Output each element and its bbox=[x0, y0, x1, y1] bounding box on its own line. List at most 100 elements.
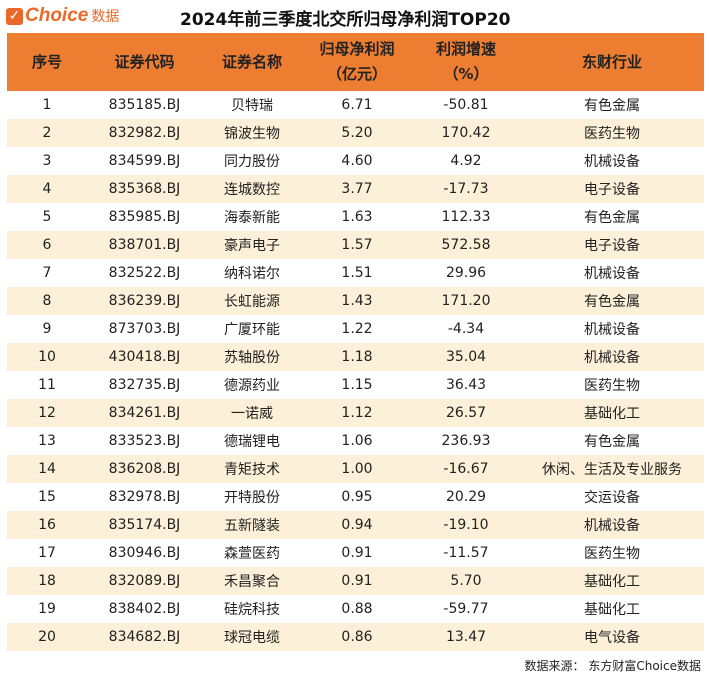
table-row: 10 430418.BJ 苏轴股份 1.18 35.04 机械设备 bbox=[7, 343, 704, 371]
cell-code: 834682.BJ bbox=[87, 623, 202, 651]
table-row: 8 836239.BJ 长虹能源 1.43 171.20 有色金属 bbox=[7, 287, 704, 315]
cell-growth: 29.96 bbox=[445, 265, 487, 281]
cell-name: 五新隧装 bbox=[202, 511, 302, 539]
cell-profit: 0.94 bbox=[302, 511, 412, 539]
cell-profit: 4.60 bbox=[341, 153, 373, 169]
cell-profit: 1.22 bbox=[341, 321, 373, 337]
table-row: 5 835985.BJ 海泰新能 1.63 112.33 有色金属 bbox=[7, 203, 704, 231]
cell-industry: 医药生物 bbox=[584, 546, 640, 562]
cell-index: 18 bbox=[7, 567, 87, 595]
cell-code: 834261.BJ bbox=[87, 399, 202, 427]
header-profit: 归母净利润 （亿元） bbox=[302, 33, 412, 91]
cell-name: 纳科诺尔 bbox=[224, 266, 280, 282]
cell-industry: 电子设备 bbox=[520, 175, 704, 203]
cell-profit: 0.91 bbox=[302, 567, 412, 595]
cell-index: 6 bbox=[7, 231, 87, 259]
table-row: 14 836208.BJ 青矩技术 1.00 -16.67 休闲、生活及专业服务 bbox=[7, 455, 704, 483]
cell-industry: 有色金属 bbox=[584, 434, 640, 450]
cell-growth: 35.04 bbox=[412, 343, 520, 371]
cell-profit: 0.95 bbox=[341, 489, 373, 505]
page-title: 2024年前三季度北交所归母净利润TOP20 bbox=[180, 10, 511, 30]
cell-index: 3 bbox=[42, 153, 52, 169]
cell-code: 832089.BJ bbox=[87, 567, 202, 595]
cell-growth: 36.43 bbox=[445, 377, 487, 393]
table-row: 18 832089.BJ 禾昌聚合 0.91 5.70 基础化工 bbox=[7, 567, 704, 595]
table-row: 9 873703.BJ 广厦环能 1.22 -4.34 机械设备 bbox=[7, 315, 704, 343]
cell-profit: 5.20 bbox=[302, 119, 412, 147]
cell-industry: 休闲、生活及专业服务 bbox=[520, 455, 704, 483]
cell-industry: 有色金属 bbox=[584, 210, 640, 226]
cell-growth: -11.57 bbox=[443, 545, 489, 561]
header-growth: 利润增速（%） bbox=[412, 33, 520, 91]
cell-name: 广厦环能 bbox=[224, 322, 280, 338]
choice-logo: ✓ Choice 数据 bbox=[6, 5, 119, 27]
cell-growth: 4.92 bbox=[450, 153, 482, 169]
cell-industry: 基础化工 bbox=[520, 399, 704, 427]
cell-industry: 医药生物 bbox=[520, 119, 704, 147]
table-row: 19 838402.BJ 硅烷科技 0.88 -59.77 基础化工 bbox=[7, 595, 704, 623]
cell-code: 832522.BJ bbox=[108, 265, 181, 281]
cell-industry: 机械设备 bbox=[584, 154, 640, 170]
cell-index: 4 bbox=[7, 175, 87, 203]
header-row: 序号 证券代码 证券名称 归母净利润 （亿元） 利润增速（%） 东财行业 bbox=[7, 33, 704, 91]
cell-code: 836208.BJ bbox=[87, 455, 202, 483]
cell-index: 15 bbox=[38, 489, 56, 505]
cell-code: 835185.BJ bbox=[108, 97, 181, 113]
cell-profit: 1.63 bbox=[341, 209, 373, 225]
header-profit-line1: 归母净利润 bbox=[319, 40, 395, 58]
cell-name: 海泰新能 bbox=[224, 210, 280, 226]
cell-name: 长虹能源 bbox=[202, 287, 302, 315]
header-growth-label: 利润增速（%） bbox=[435, 40, 496, 83]
cell-profit: 1.06 bbox=[341, 433, 373, 449]
cell-growth: 26.57 bbox=[412, 399, 520, 427]
cell-index: 12 bbox=[7, 399, 87, 427]
header-index: 序号 bbox=[7, 33, 87, 91]
checkmark-icon: ✓ bbox=[6, 7, 23, 25]
cell-industry: 有色金属 bbox=[584, 98, 640, 114]
cell-code: 832978.BJ bbox=[108, 489, 181, 505]
cell-growth: 20.29 bbox=[445, 489, 487, 505]
cell-code: 830946.BJ bbox=[108, 545, 181, 561]
table-row: 12 834261.BJ 一诺威 1.12 26.57 基础化工 bbox=[7, 399, 704, 427]
cell-growth: 171.20 bbox=[412, 287, 520, 315]
table-row: 11 832735.BJ 德源药业 1.15 36.43 医药生物 bbox=[7, 371, 704, 399]
header-profit-line2: （亿元） bbox=[326, 65, 387, 83]
cell-growth: 572.58 bbox=[412, 231, 520, 259]
cell-name: 同力股份 bbox=[224, 154, 280, 170]
cell-name: 锦波生物 bbox=[202, 119, 302, 147]
cell-profit: 1.00 bbox=[302, 455, 412, 483]
cell-growth: -19.10 bbox=[412, 511, 520, 539]
cell-code: 836239.BJ bbox=[87, 287, 202, 315]
logo-text: Choice bbox=[25, 5, 89, 26]
table-row: 15 832978.BJ 开特股份 0.95 20.29 交运设备 bbox=[7, 483, 704, 511]
cell-name: 球冠电缆 bbox=[202, 623, 302, 651]
data-source: 数据来源： 东方财富Choice数据 bbox=[524, 659, 701, 673]
cell-index: 20 bbox=[7, 623, 87, 651]
cell-industry: 机械设备 bbox=[520, 511, 704, 539]
table-row: 7 832522.BJ 纳科诺尔 1.51 29.96 机械设备 bbox=[7, 259, 704, 287]
table-row: 13 833523.BJ 德瑞锂电 1.06 236.93 有色金属 bbox=[7, 427, 704, 455]
cell-code: 835368.BJ bbox=[87, 175, 202, 203]
cell-industry: 电气设备 bbox=[520, 623, 704, 651]
cell-name: 德源药业 bbox=[224, 378, 280, 394]
cell-name: 森萱医药 bbox=[224, 546, 280, 562]
cell-profit: 0.86 bbox=[302, 623, 412, 651]
cell-index: 8 bbox=[7, 287, 87, 315]
cell-growth: 236.93 bbox=[441, 433, 491, 449]
cell-index: 9 bbox=[42, 321, 52, 337]
cell-code: 430418.BJ bbox=[87, 343, 202, 371]
cell-index: 13 bbox=[38, 433, 56, 449]
cell-index: 7 bbox=[42, 265, 52, 281]
table-row: 1 835185.BJ 贝特瑞 6.71 -50.81 有色金属 bbox=[7, 91, 704, 119]
cell-profit: 1.18 bbox=[302, 343, 412, 371]
cell-index: 16 bbox=[7, 511, 87, 539]
cell-name: 豪声电子 bbox=[202, 231, 302, 259]
header-industry: 东财行业 bbox=[520, 33, 704, 91]
cell-index: 10 bbox=[7, 343, 87, 371]
cell-code: 832982.BJ bbox=[87, 119, 202, 147]
cell-index: 2 bbox=[7, 119, 87, 147]
header-code: 证券代码 bbox=[87, 33, 202, 91]
cell-industry: 医药生物 bbox=[584, 378, 640, 394]
cell-growth: 170.42 bbox=[412, 119, 520, 147]
